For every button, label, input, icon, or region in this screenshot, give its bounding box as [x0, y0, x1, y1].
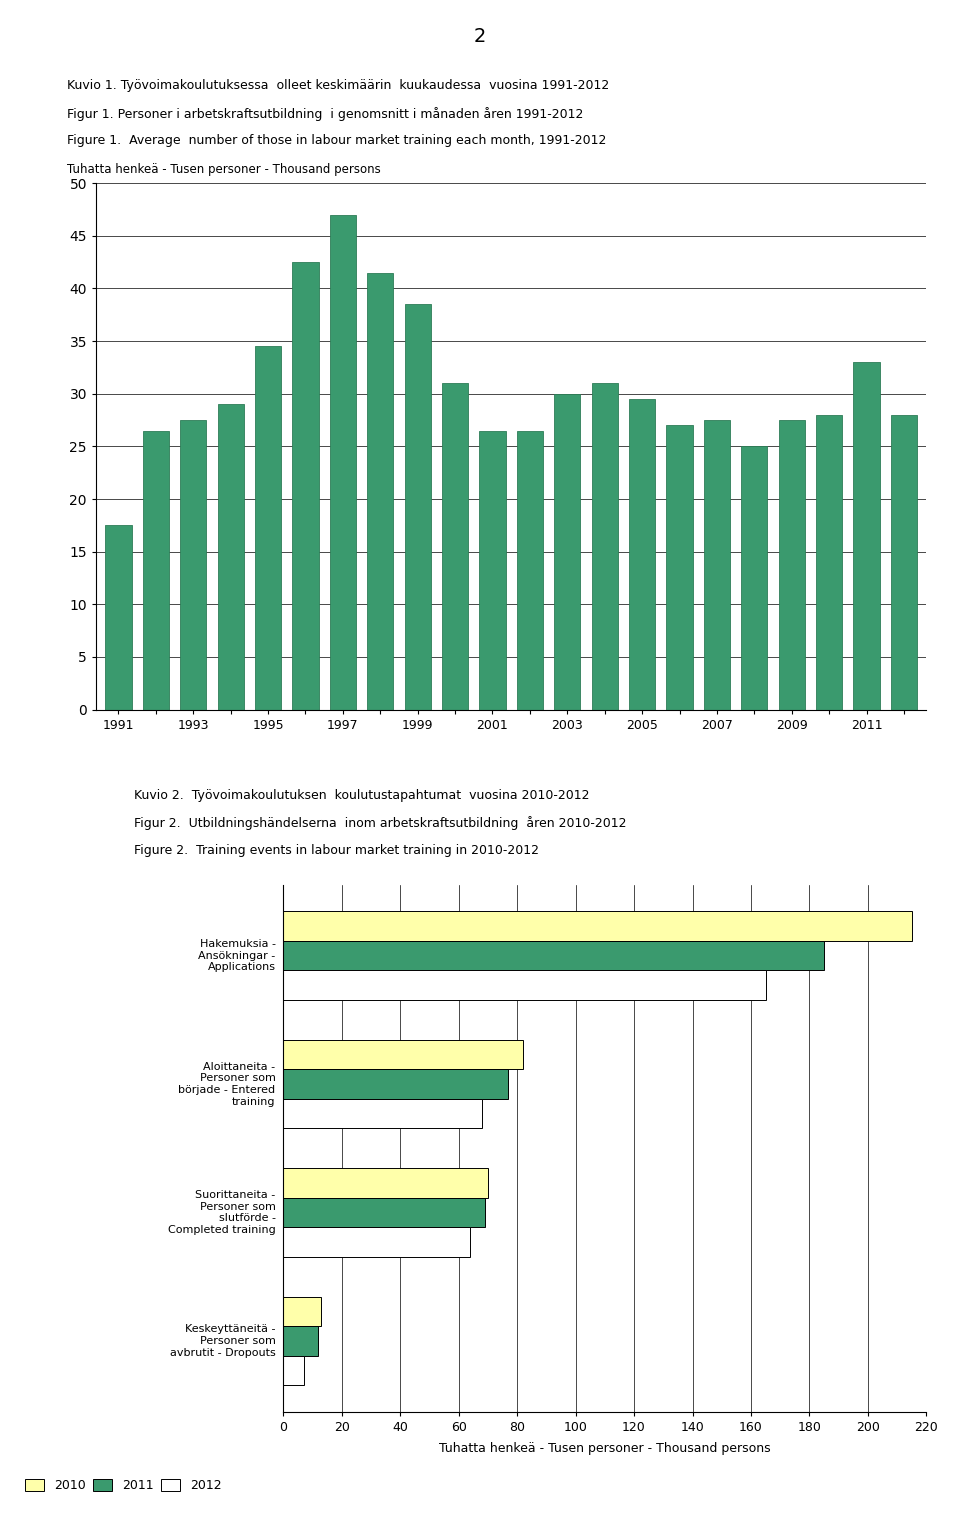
Bar	[704, 420, 730, 710]
Bar	[629, 398, 656, 710]
Text: Figure 1.  Average  number of those in labour market training each month, 1991-2: Figure 1. Average number of those in lab…	[67, 134, 607, 148]
Text: Suorittaneita -
Personer som
slutförde -
Completed training: Suorittaneita - Personer som slutförde -…	[168, 1190, 276, 1235]
Bar	[283, 971, 766, 1000]
Text: Kuvio 2.  Työvoimakoulutuksen  koulutustapahtumat  vuosina 2010-2012: Kuvio 2. Työvoimakoulutuksen koulutustap…	[134, 789, 589, 803]
Bar	[283, 1039, 523, 1070]
Bar	[816, 415, 842, 710]
Bar	[516, 430, 543, 710]
Bar	[283, 942, 824, 971]
Text: Aloittaneita -
Personer som
började - Entered
training: Aloittaneita - Personer som började - En…	[179, 1062, 276, 1106]
Bar	[283, 1099, 482, 1128]
X-axis label: Tuhatta henkeä - Tusen personer - Thousand persons: Tuhatta henkeä - Tusen personer - Thousa…	[439, 1442, 771, 1454]
Bar	[293, 262, 319, 710]
Legend: 2010, 2011, 2012: 2010, 2011, 2012	[26, 1479, 222, 1492]
Bar	[330, 215, 356, 710]
Bar	[283, 1169, 488, 1198]
Bar	[891, 415, 917, 710]
Bar	[180, 420, 206, 710]
Bar	[283, 1326, 319, 1355]
Text: Figur 2.  Utbildningshändelserna  inom arbetskraftsutbildning  åren 2010-2012: Figur 2. Utbildningshändelserna inom arb…	[134, 816, 627, 830]
Bar	[442, 383, 468, 710]
Bar	[218, 404, 244, 710]
Bar	[554, 394, 581, 710]
Bar	[283, 1355, 303, 1386]
Bar	[741, 446, 767, 710]
Text: Figure 2.  Training events in labour market training in 2010-2012: Figure 2. Training events in labour mark…	[134, 844, 540, 858]
Bar	[666, 426, 692, 710]
Text: Hakemuksia -
Ansökningar -
Applications: Hakemuksia - Ansökningar - Applications	[199, 938, 276, 972]
Bar	[853, 362, 879, 710]
Bar	[283, 1297, 322, 1326]
Text: Keskeyttäneitä -
Personer som
avbrutit - Dropouts: Keskeyttäneitä - Personer som avbrutit -…	[170, 1325, 276, 1358]
Text: 2: 2	[474, 27, 486, 46]
Bar	[283, 911, 912, 942]
Bar	[143, 430, 169, 710]
Bar	[479, 430, 506, 710]
Bar	[106, 525, 132, 710]
Text: Figur 1. Personer i arbetskraftsutbildning  i genomsnitt i månaden åren 1991-201: Figur 1. Personer i arbetskraftsutbildni…	[67, 107, 584, 121]
Bar	[283, 1070, 509, 1099]
Text: Kuvio 1. Työvoimakoulutuksessa  olleet keskimäärin  kuukaudessa  vuosina 1991-20: Kuvio 1. Työvoimakoulutuksessa olleet ke…	[67, 79, 610, 93]
Bar	[255, 346, 281, 710]
Bar	[404, 304, 431, 710]
Bar	[591, 383, 618, 710]
Bar	[367, 273, 394, 710]
Text: Tuhatta henkeä - Tusen personer - Thousand persons: Tuhatta henkeä - Tusen personer - Thousa…	[67, 163, 381, 177]
Bar	[779, 420, 804, 710]
Bar	[283, 1198, 485, 1227]
Bar	[283, 1227, 470, 1257]
